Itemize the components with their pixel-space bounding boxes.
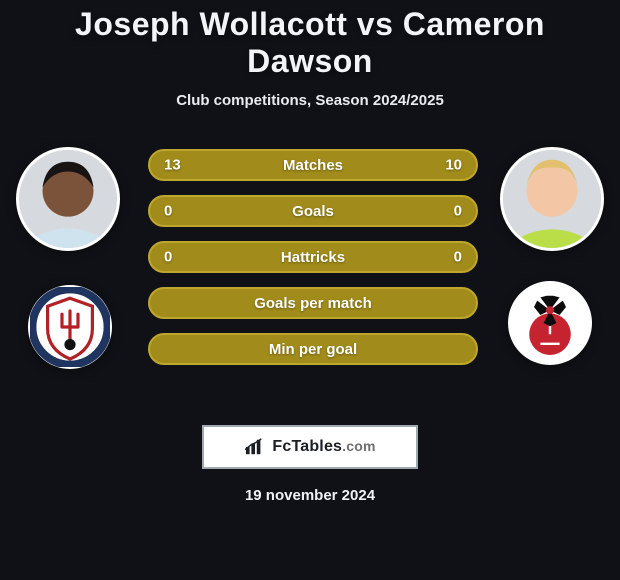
stat-bar-hattricks: 0 Hattricks 0 [148, 241, 478, 273]
stat-label: Min per goal [269, 341, 357, 358]
stat-value-right: 10 [445, 157, 462, 174]
stat-value-left: 0 [164, 249, 172, 266]
avatar-svg [19, 150, 117, 248]
stat-bar-goals: 0 Goals 0 [148, 195, 478, 227]
stat-value-right: 0 [454, 203, 462, 220]
title-player1: Joseph Wollacott [75, 6, 347, 42]
player2-club-crest [508, 281, 592, 365]
card-subtitle: Club competitions, Season 2024/2025 [0, 92, 620, 109]
content-area: 13 Matches 10 0 Goals 0 0 Hattricks 0 Go… [10, 139, 610, 399]
card-title: Joseph Wollacott vs Cameron Dawson [0, 6, 620, 80]
stat-value-left: 13 [164, 157, 181, 174]
brand-prefix: Fc [272, 438, 291, 455]
stat-label: Matches [283, 157, 343, 174]
stat-bar-matches: 13 Matches 10 [148, 149, 478, 181]
brand-name: Tables [291, 438, 342, 455]
stat-bars: 13 Matches 10 0 Goals 0 0 Hattricks 0 Go… [148, 149, 478, 365]
player1-avatar [16, 147, 120, 251]
crest-svg [510, 283, 590, 363]
title-vs: vs [357, 6, 394, 42]
bar-chart-icon [244, 438, 266, 456]
brand-suffix: .com [342, 438, 375, 454]
player1-club-crest [28, 285, 112, 369]
stat-bar-min-per-goal: Min per goal [148, 333, 478, 365]
stat-label: Goals [292, 203, 334, 220]
stat-value-left: 0 [164, 203, 172, 220]
player2-avatar [500, 147, 604, 251]
card-date: 19 november 2024 [0, 487, 620, 504]
crest-svg [30, 287, 110, 367]
brand-box: FcTables.com [202, 425, 418, 469]
comparison-card: Joseph Wollacott vs Cameron Dawson Club … [0, 0, 620, 580]
brand-text: FcTables.com [272, 438, 375, 456]
stat-label: Goals per match [254, 295, 372, 312]
stat-label: Hattricks [281, 249, 345, 266]
stat-bar-goals-per-match: Goals per match [148, 287, 478, 319]
stat-value-right: 0 [454, 249, 462, 266]
avatar-svg [503, 150, 601, 248]
